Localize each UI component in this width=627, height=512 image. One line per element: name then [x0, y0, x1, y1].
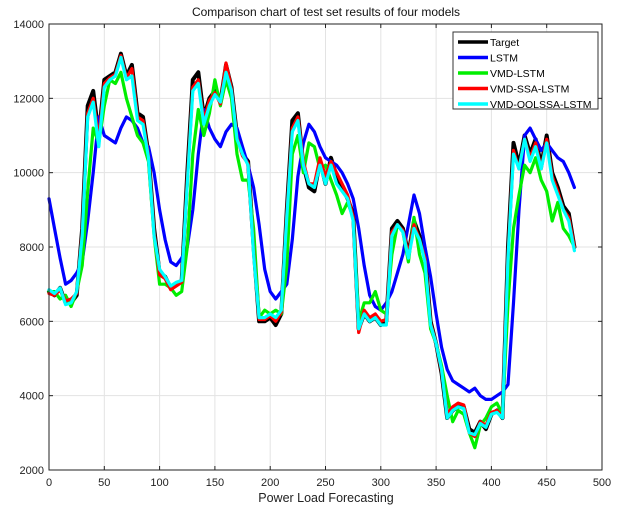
y-tick-label: 8000	[20, 242, 44, 254]
y-tick-label: 4000	[20, 391, 44, 403]
axis-ticks: 0 50 100 150 200 250 300 350 400 450 500 2000 4000 60…	[13, 19, 611, 489]
series-group	[47, 51, 577, 450]
legend-entry: VMD-SSA-LSTM	[490, 84, 569, 96]
y-tick-label: 2000	[20, 465, 44, 477]
legend-entry: VMD-LSTM	[490, 68, 545, 80]
x-axis-label: Power Load Forecasting	[258, 491, 394, 505]
x-tick-label: 300	[372, 477, 390, 489]
x-tick-label: 100	[150, 477, 168, 489]
legend-entry: LSTM	[490, 53, 518, 65]
x-tick-label: 50	[98, 477, 110, 489]
series-line-vmd-lstm	[47, 70, 577, 450]
x-tick-label: 200	[261, 477, 279, 489]
x-tick-label: 250	[316, 477, 334, 489]
x-tick-label: 400	[482, 477, 500, 489]
series-line-vmd-oolssa-lstm	[47, 55, 577, 437]
x-tick-label: 500	[593, 477, 611, 489]
y-tick-label: 6000	[20, 316, 44, 328]
legend: Target LSTM VMD-LSTM VMD-SSA-LSTM VMD-OOLSSA…	[452, 31, 599, 111]
x-tick-label: 0	[46, 477, 52, 489]
y-tick-label: 14000	[13, 19, 44, 31]
legend-entry: VMD-OOLSSA-LSTM	[490, 99, 592, 111]
x-tick-label: 350	[427, 477, 445, 489]
y-tick-label: 12000	[13, 93, 44, 105]
legend-box	[452, 31, 599, 110]
x-tick-label: 150	[206, 477, 224, 489]
series-line-lstm	[47, 107, 577, 401]
chart-title: Comparison chart of test set results of …	[192, 5, 460, 19]
y-tick-label: 10000	[13, 168, 44, 180]
legend-entry: Target	[490, 37, 519, 49]
x-tick-label: 450	[538, 477, 556, 489]
